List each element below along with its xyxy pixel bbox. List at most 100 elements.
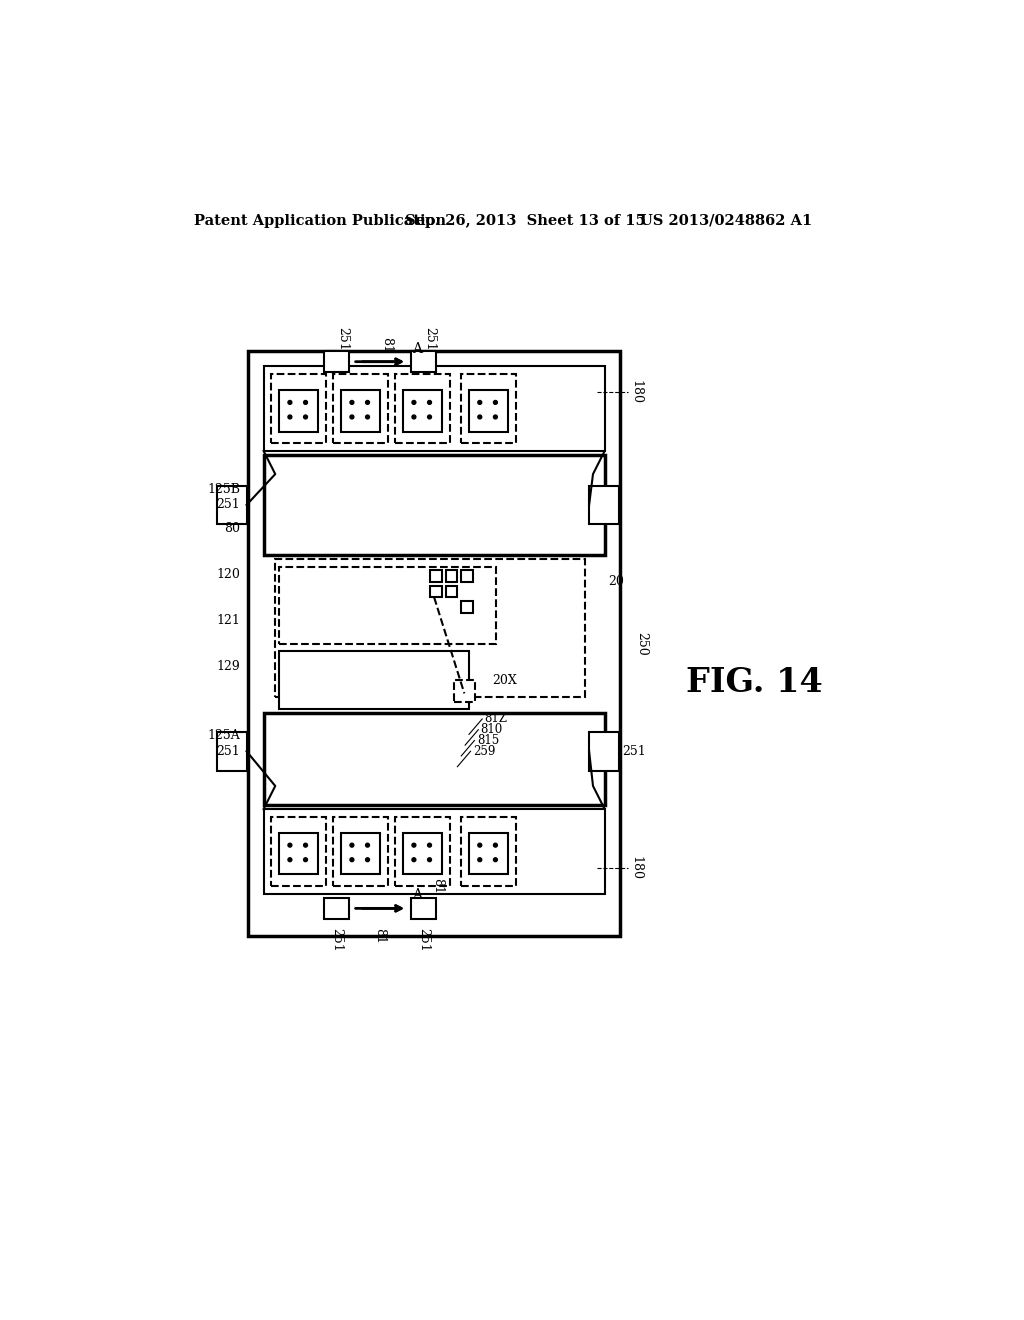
Circle shape: [288, 414, 292, 418]
Text: 250: 250: [636, 632, 648, 655]
Text: 129: 129: [217, 660, 241, 673]
Text: 251: 251: [417, 928, 430, 952]
Circle shape: [494, 400, 498, 404]
Bar: [469, 389, 508, 432]
Bar: [411, 898, 435, 919]
Text: FIG. 14: FIG. 14: [686, 665, 822, 698]
Circle shape: [412, 843, 416, 847]
Bar: [271, 817, 326, 886]
Circle shape: [350, 858, 354, 862]
Bar: [280, 651, 469, 709]
Circle shape: [288, 858, 292, 862]
Circle shape: [478, 843, 481, 847]
Circle shape: [288, 400, 292, 404]
Circle shape: [350, 400, 354, 404]
Bar: [403, 833, 442, 874]
Circle shape: [412, 400, 416, 404]
Bar: [395, 817, 450, 886]
Circle shape: [288, 843, 292, 847]
Text: 180: 180: [630, 857, 642, 880]
Text: A: A: [413, 342, 423, 355]
Text: 120: 120: [216, 568, 241, 581]
Bar: [589, 486, 618, 524]
Bar: [217, 733, 247, 771]
Circle shape: [428, 858, 431, 862]
Bar: [403, 389, 442, 432]
Circle shape: [350, 414, 354, 418]
Text: 81: 81: [380, 337, 393, 352]
Bar: [341, 833, 380, 874]
Bar: [263, 713, 604, 805]
Bar: [334, 817, 388, 886]
Text: 121: 121: [216, 614, 241, 627]
Bar: [279, 389, 318, 432]
Bar: [217, 486, 247, 524]
Text: A: A: [413, 888, 423, 903]
Bar: [469, 833, 508, 874]
Bar: [430, 570, 442, 582]
Text: 125B: 125B: [208, 483, 241, 496]
Circle shape: [478, 414, 481, 418]
Bar: [248, 351, 621, 936]
Text: 251: 251: [330, 928, 343, 952]
Circle shape: [428, 400, 431, 404]
Circle shape: [303, 858, 307, 862]
Bar: [263, 809, 604, 894]
Circle shape: [303, 843, 307, 847]
Circle shape: [494, 843, 498, 847]
Bar: [411, 351, 435, 372]
Circle shape: [303, 400, 307, 404]
Circle shape: [303, 414, 307, 418]
Circle shape: [366, 843, 370, 847]
Text: Patent Application Publication: Patent Application Publication: [194, 214, 445, 228]
Circle shape: [350, 843, 354, 847]
Circle shape: [366, 858, 370, 862]
Circle shape: [428, 843, 431, 847]
Text: 81: 81: [431, 878, 444, 894]
Text: 251: 251: [423, 327, 436, 351]
Bar: [263, 366, 604, 451]
Circle shape: [366, 400, 370, 404]
Bar: [461, 570, 473, 582]
Bar: [324, 898, 349, 919]
Text: US 2013/0248862 A1: US 2013/0248862 A1: [640, 214, 812, 228]
Bar: [445, 586, 458, 598]
Bar: [445, 570, 458, 582]
Circle shape: [428, 414, 431, 418]
Text: 259: 259: [473, 744, 496, 758]
Bar: [589, 733, 618, 771]
Text: 125A: 125A: [208, 730, 241, 742]
Text: 251: 251: [337, 327, 349, 351]
Bar: [454, 681, 475, 702]
Bar: [395, 374, 450, 444]
Bar: [461, 601, 473, 612]
Bar: [280, 566, 496, 644]
Bar: [324, 351, 349, 372]
Circle shape: [478, 400, 481, 404]
Circle shape: [412, 858, 416, 862]
Text: 815: 815: [477, 734, 499, 747]
Circle shape: [478, 858, 481, 862]
Circle shape: [494, 858, 498, 862]
Text: 20: 20: [608, 576, 625, 589]
Text: 810: 810: [480, 723, 503, 737]
Bar: [275, 558, 586, 697]
Bar: [263, 455, 604, 554]
Bar: [430, 586, 442, 598]
Bar: [279, 833, 318, 874]
Bar: [461, 374, 515, 444]
Text: 251: 251: [217, 744, 241, 758]
Bar: [334, 374, 388, 444]
Bar: [341, 389, 380, 432]
Text: 180: 180: [630, 380, 642, 404]
Circle shape: [494, 414, 498, 418]
Bar: [461, 817, 515, 886]
Text: 20X: 20X: [493, 673, 517, 686]
Text: 81: 81: [374, 928, 386, 944]
Circle shape: [366, 414, 370, 418]
Text: Sep. 26, 2013  Sheet 13 of 15: Sep. 26, 2013 Sheet 13 of 15: [406, 214, 646, 228]
Bar: [271, 374, 326, 444]
Text: 80: 80: [224, 521, 241, 535]
Text: 251: 251: [623, 744, 646, 758]
Circle shape: [412, 414, 416, 418]
